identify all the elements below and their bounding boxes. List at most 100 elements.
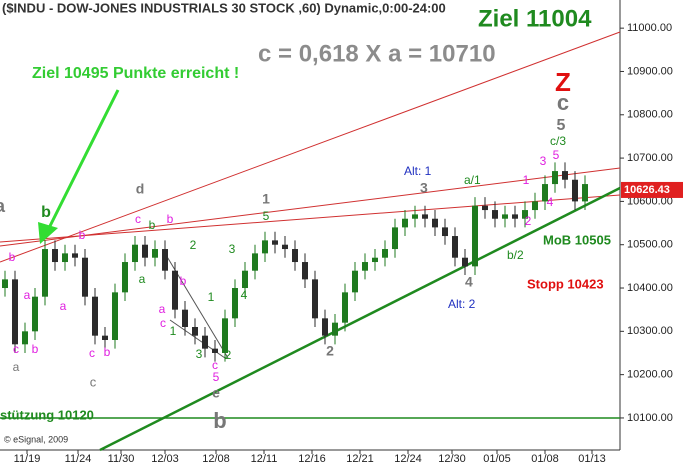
annotation: a bbox=[159, 302, 166, 316]
candle-body bbox=[62, 253, 68, 263]
annotation: a/1 bbox=[464, 173, 481, 187]
candle-body bbox=[532, 201, 538, 211]
annotation: 1 bbox=[523, 173, 530, 187]
annotation: 2 bbox=[225, 348, 232, 362]
x-tick-label: 01/05 bbox=[483, 453, 511, 464]
candle-body bbox=[182, 309, 188, 327]
annotation: 1 bbox=[208, 290, 215, 304]
annotation: a bbox=[13, 360, 20, 374]
annotation: b bbox=[104, 345, 111, 359]
annotation: 5 bbox=[263, 209, 270, 223]
annotation: 4 bbox=[547, 195, 554, 209]
annotation: c bbox=[557, 90, 569, 115]
annotation: b bbox=[213, 408, 226, 433]
annotation: 5 bbox=[557, 117, 566, 134]
annotation: c = 0,618 X a = 10710 bbox=[258, 40, 496, 67]
y-tick-label: 10100.00 bbox=[627, 412, 673, 424]
x-tick-label: 01/08 bbox=[531, 453, 559, 464]
annotation: b bbox=[41, 204, 51, 221]
annotation: Alt: 2 bbox=[448, 297, 476, 311]
candle-body bbox=[322, 318, 328, 336]
annotation: c bbox=[89, 346, 95, 360]
candle-body bbox=[72, 253, 78, 258]
candle-body bbox=[282, 244, 288, 250]
candle-body bbox=[412, 214, 418, 219]
candle-body bbox=[362, 262, 368, 271]
y-tick-label: 10200.00 bbox=[627, 369, 673, 381]
candle-body bbox=[242, 270, 248, 289]
x-tick-label: 11/30 bbox=[108, 453, 135, 464]
upper-trendline bbox=[0, 31, 621, 263]
annotation: b bbox=[167, 212, 174, 226]
annotation: d bbox=[136, 181, 145, 197]
x-tick-label: 12/24 bbox=[394, 453, 422, 464]
candle-body bbox=[32, 296, 38, 332]
candle-body bbox=[252, 253, 258, 271]
annotation: a bbox=[139, 272, 146, 286]
candle-body bbox=[42, 249, 48, 297]
annotation: 3 bbox=[196, 347, 203, 361]
candle-body bbox=[162, 249, 168, 271]
middle-trendline bbox=[0, 167, 621, 247]
annotation: c bbox=[135, 212, 141, 226]
annotation: MoB 10505 bbox=[543, 232, 611, 247]
annotation: Z bbox=[555, 67, 571, 97]
candle-body bbox=[392, 227, 398, 250]
annotation: c bbox=[13, 342, 19, 356]
wave-line bbox=[162, 249, 229, 359]
candle-body bbox=[422, 214, 428, 219]
y-tick-label: 10300.00 bbox=[627, 325, 673, 337]
annotation: b bbox=[149, 218, 156, 232]
candle-body bbox=[82, 257, 88, 297]
annotation: © eSignal, 2009 bbox=[4, 434, 68, 444]
candle-body bbox=[342, 292, 348, 323]
candle-body bbox=[472, 205, 478, 267]
annotation: b/2 bbox=[507, 248, 524, 262]
arrow-head bbox=[38, 222, 58, 244]
candle-body bbox=[2, 279, 8, 289]
annotation: b bbox=[79, 228, 86, 242]
candle-body bbox=[502, 214, 508, 219]
annotation: a bbox=[60, 299, 67, 313]
candle-body bbox=[562, 171, 568, 180]
y-tick-label: 10600.00 bbox=[627, 195, 673, 207]
lower-red-trendline bbox=[0, 194, 621, 243]
annotation: c bbox=[160, 316, 166, 330]
candle-body bbox=[512, 214, 518, 219]
candle-body bbox=[402, 218, 408, 228]
candle-body bbox=[452, 236, 458, 258]
annotation: b bbox=[9, 250, 16, 264]
candle-body bbox=[222, 318, 228, 353]
arrow bbox=[42, 89, 120, 239]
annotation: 5 bbox=[553, 148, 560, 162]
y-tick-label: 10400.00 bbox=[627, 282, 673, 294]
candle-body bbox=[312, 279, 318, 319]
annotation: a bbox=[0, 196, 6, 216]
y-tick-label: 10700.00 bbox=[627, 152, 673, 164]
y-tick-label: 10500.00 bbox=[627, 239, 673, 251]
x-tick-label: 12/08 bbox=[202, 453, 230, 464]
candle-body bbox=[12, 279, 18, 345]
x-tick-label: 11/24 bbox=[65, 453, 92, 464]
annotation: c/3 bbox=[550, 134, 566, 148]
annotation: Alt: 1 bbox=[404, 164, 432, 178]
candle-body bbox=[52, 249, 58, 263]
annotation: 5 bbox=[213, 370, 220, 384]
candle-body bbox=[152, 249, 158, 258]
candle-body bbox=[492, 210, 498, 219]
candle-body bbox=[232, 288, 238, 319]
candle-body bbox=[22, 331, 28, 345]
candle-body bbox=[272, 240, 278, 245]
candle-body bbox=[212, 348, 218, 353]
x-tick-label: 12/30 bbox=[438, 453, 466, 464]
candle-body bbox=[432, 218, 438, 228]
candle-body bbox=[132, 244, 138, 263]
x-tick-label: 12/11 bbox=[251, 453, 278, 464]
y-tick-label: 11000.00 bbox=[627, 22, 672, 34]
annotation: 3 bbox=[229, 242, 236, 256]
candle-body bbox=[372, 257, 378, 263]
annotation: 3 bbox=[420, 180, 428, 196]
candle-body bbox=[262, 240, 268, 254]
candle-body bbox=[102, 335, 108, 340]
